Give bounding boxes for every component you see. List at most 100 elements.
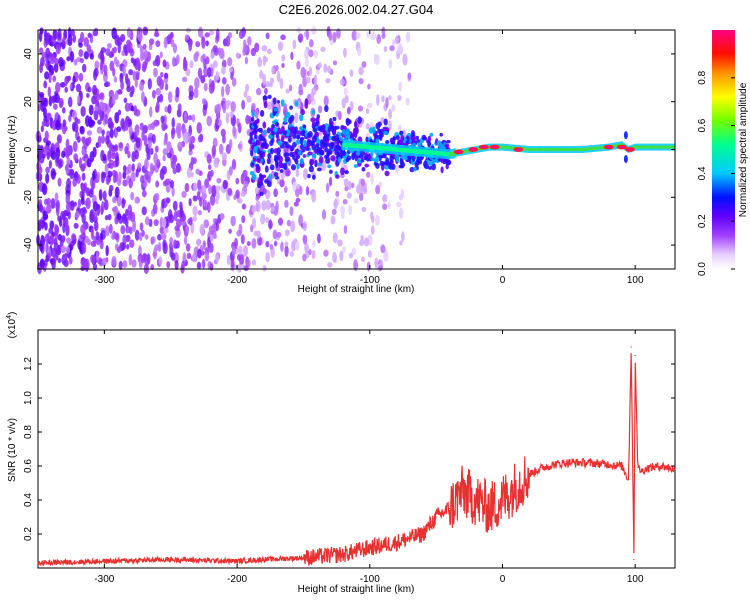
spectrogram-signal-cell [307,173,311,179]
spectrogram-noise-cell [210,52,215,59]
spectrogram-noise-cell [342,199,348,205]
spectrogram-band-core [439,151,442,156]
spectrogram-noise-cell [268,220,273,229]
spectrogram-signal-cell [335,174,340,179]
spectrogram-noise-cell [142,26,149,36]
spectrogram-noise-cell [394,35,400,45]
snr-y-multiplier-close: ) [7,312,18,315]
spectrogram-band-core [356,143,359,149]
spectrogram-signal-cell [344,170,349,175]
spectrogram-noise-cell [191,114,196,123]
spectrogram-y-ticks: -40 -20 0 20 40 [23,48,675,252]
spectrogram-noise-cell [61,235,66,243]
spectrogram-band-core [420,149,423,154]
spectrogram-signal-cell [255,165,261,174]
spectrogram-band-core [422,149,424,155]
spectrogram-noise-cell [295,197,301,203]
spectrogram-hotspot-core [515,148,521,151]
spectrogram-signal-cell [314,159,318,168]
spectrogram-noise-cell [197,26,204,38]
spectrogram-noise-cell [63,259,69,268]
spectrogram-band-core [565,147,568,152]
spectrogram-noise-cell [175,86,180,98]
spectrogram-noise-cell [143,134,148,147]
spectrogram-noise-cell [162,59,167,68]
spectrogram-band-core [578,147,580,152]
spectrogram-noise-cell [39,151,45,164]
spectrogram-noise-cell [90,120,96,127]
spectrogram-band-core [645,145,647,149]
spectrogram-noise-cell [304,242,309,253]
spectrogram-band-core [651,145,654,149]
spectrogram-noise-cell [62,36,66,43]
spectrogram-signal-cell [252,157,257,162]
spectrogram-signal-cell [385,139,390,145]
spectrogram-noise-cell [311,249,316,260]
spectrogram-band-core [463,150,466,154]
spectrogram-band-core [431,150,434,156]
snr-panel: -300 -200 -100 0 100 0.2 0.4 0.6 0.8 1.0 1.2 Heig… [6,312,676,595]
spectrogram-y-tick-label: 40 [23,48,34,60]
spectrogram-signal-cell [446,139,451,144]
spectrogram-noise-cell [137,31,143,42]
spectrogram-noise-cell [80,196,85,205]
spectrogram-signal-cell [299,126,304,132]
spectrogram-noise-cell [381,33,386,39]
spectrogram-noise-cell [225,112,230,124]
spectrogram-noise-cell [118,260,123,270]
spectrogram-noise-cell [215,71,220,81]
spectrogram-band-core [445,151,448,157]
snr-data-point [435,516,437,518]
spectrogram-noise-cell [388,108,393,120]
spectrogram-noise-cell [126,244,130,250]
spectrogram-signal-cell [357,116,362,124]
spectrogram-signal-cell [405,135,410,144]
spectrogram-noise-cell [46,203,52,214]
spectrogram-noise-cell [325,183,330,193]
spectrogram-noise-cell [59,82,66,88]
spectrogram-noise-cell [185,225,190,233]
spectrogram-signal-cell [310,141,314,147]
spectrogram-signal-cell [309,158,315,166]
spectrogram-noise-cell [95,250,100,262]
spectrogram-noise-cell [196,238,201,248]
spectrogram-band-core [447,151,450,157]
spectrogram-noise-cell [163,36,168,49]
spectrogram-signal-cell [280,135,285,143]
spectrogram-signal-cell [351,152,355,161]
spectrogram-noise-cell [57,32,62,41]
spectrogram-noise-cell [111,169,117,177]
spectrogram-noise-cell [186,167,192,179]
spectrogram-noise-cell [257,236,263,246]
spectrogram-signal-cell [370,157,375,162]
colorbar-tick-label: 0.2 [697,214,708,228]
spectrogram-noise-cell [270,206,275,212]
spectrogram-noise-cell [235,177,240,185]
spectrogram-signal-cell [377,121,382,127]
spectrogram-noise-cell [245,83,250,93]
spectrogram-noise-cell [359,239,365,247]
spectrogram-signal-cell [263,101,268,109]
spectrogram-noise-cell [230,101,236,112]
spectrogram-noise-cell [125,225,131,234]
spectrogram-band-core [466,149,469,153]
spectrogram-band-core [385,146,388,151]
spectrogram-noise-cell [163,138,167,146]
spectrogram-noise-cell [225,83,230,96]
snr-data-point [236,560,238,562]
spectrogram-noise-cell [119,73,124,79]
spectrogram-noise-cell [313,49,318,59]
colorbar-tick-label: 0.0 [697,262,708,276]
spectrogram-noise-cell [175,54,180,65]
spectrogram-band-core [560,147,563,152]
spectrogram-noise-cell [52,103,58,110]
spectrogram-noise-cell [50,150,57,160]
spectrogram-noise-cell [57,177,62,187]
spectrogram-band-core [602,146,604,150]
snr-y-tick-label: 0.2 [23,527,34,541]
spectrogram-noise-cell [198,197,203,207]
spectrogram-noise-cell [246,258,251,268]
spectrogram-noise-cell [80,106,86,117]
spectrogram-noise-cell [182,132,189,144]
spectrogram-hotspot-core [456,150,462,154]
